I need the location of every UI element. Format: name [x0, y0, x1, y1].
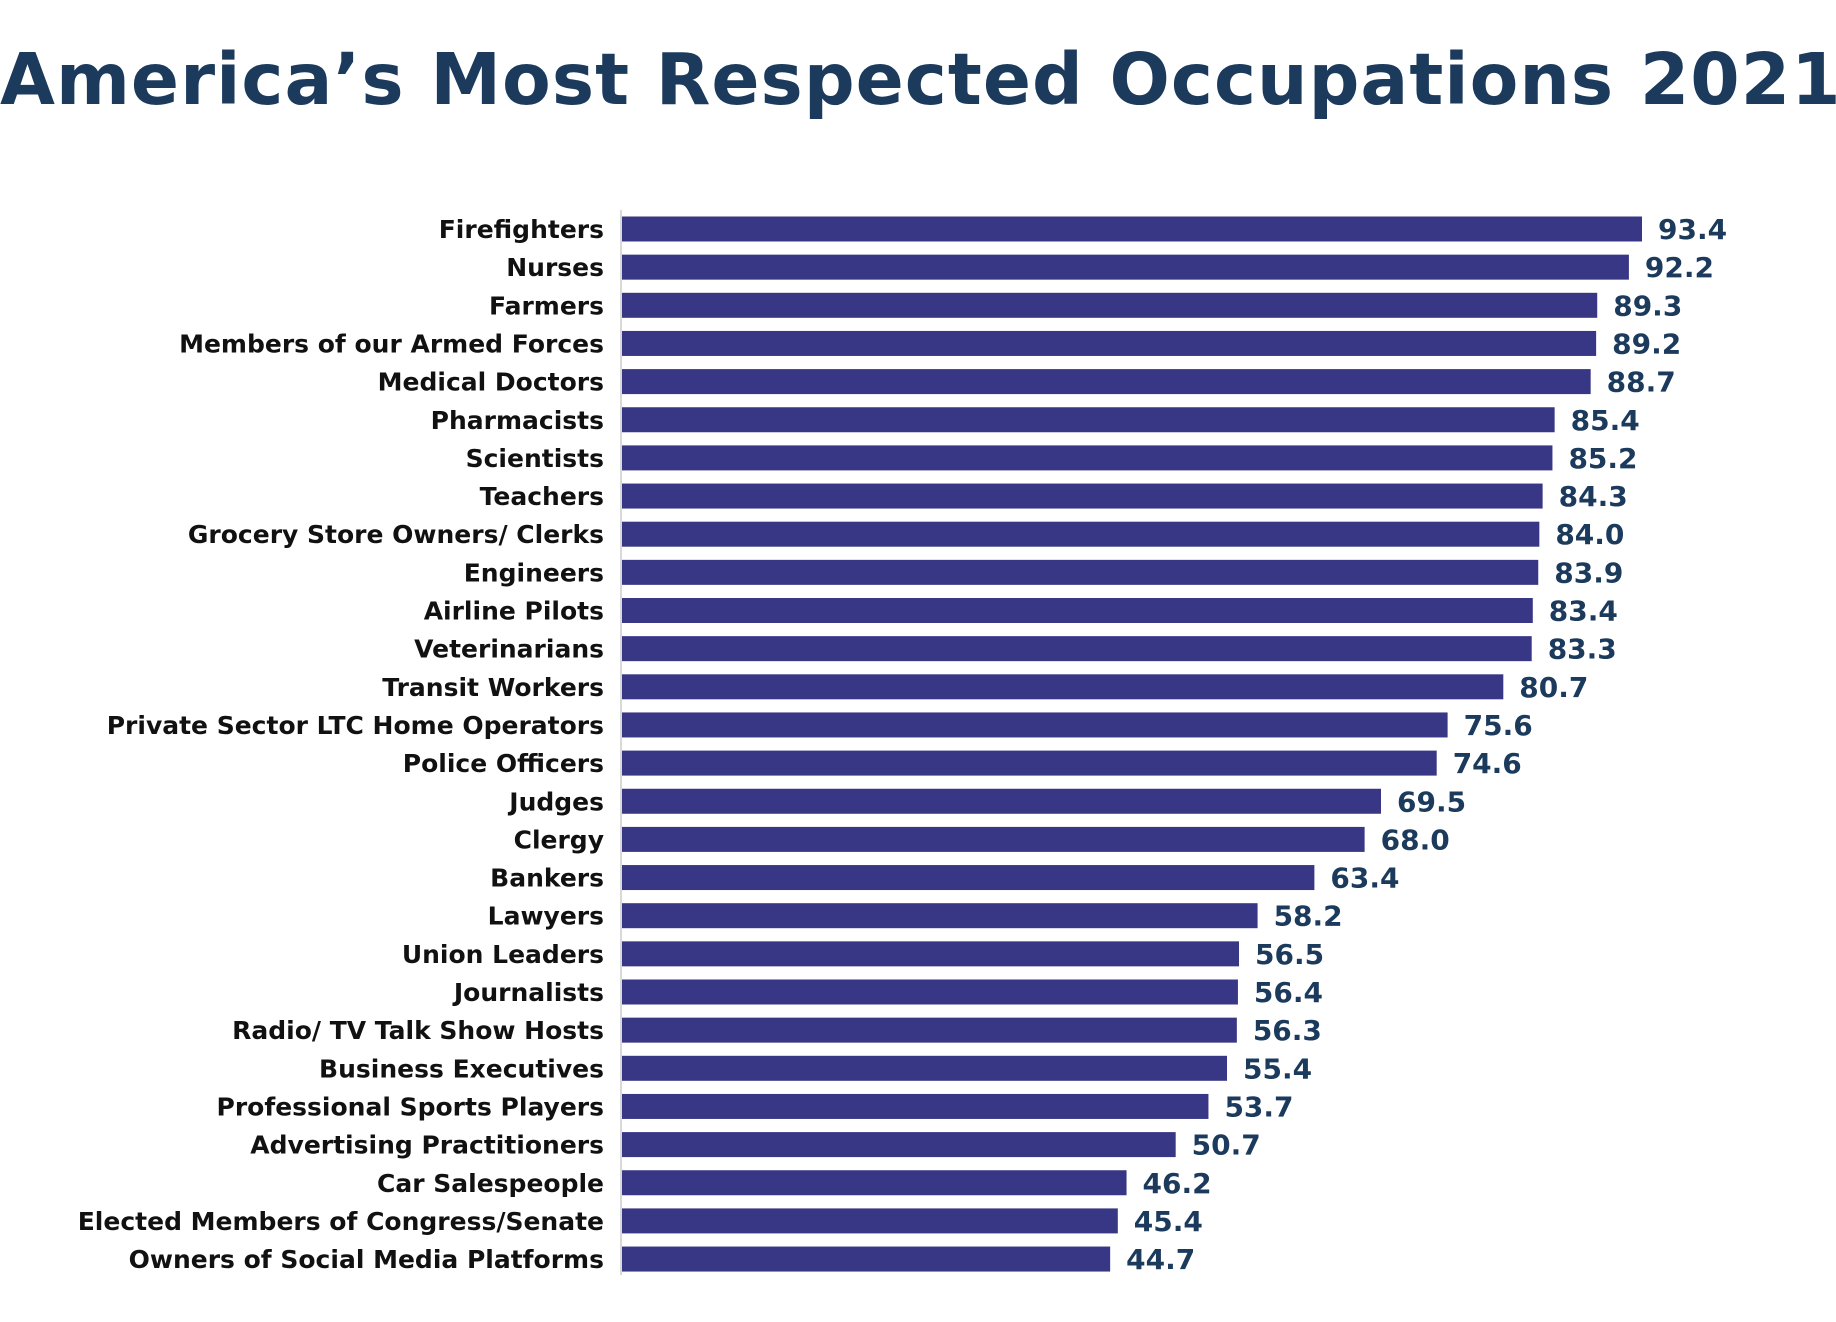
value-label: 93.4 — [1658, 213, 1727, 246]
category-label: Professional Sports Players — [217, 1092, 605, 1121]
category-label: Business Executives — [319, 1054, 604, 1083]
bar-4 — [622, 369, 1591, 395]
category-label: Bankers — [490, 864, 604, 893]
value-label: 56.4 — [1254, 976, 1323, 1009]
value-label: 63.4 — [1330, 862, 1399, 895]
value-label: 50.7 — [1192, 1129, 1261, 1162]
category-label: Engineers — [464, 558, 604, 587]
category-label: Owners of Social Media Platforms — [129, 1245, 604, 1274]
bar-7 — [622, 483, 1543, 509]
bar-20 — [622, 979, 1238, 1005]
category-label: Radio/ TV Talk Show Hosts — [232, 1016, 604, 1045]
value-label: 88.7 — [1607, 366, 1676, 399]
value-label: 83.3 — [1548, 633, 1617, 666]
value-label: 89.2 — [1612, 327, 1681, 360]
category-label: Pharmacists — [431, 406, 604, 435]
bar-16 — [622, 826, 1365, 852]
value-label: 68.0 — [1381, 823, 1450, 856]
value-label: 69.5 — [1397, 785, 1466, 818]
category-label: Elected Members of Congress/Senate — [78, 1207, 604, 1236]
value-label: 75.6 — [1464, 709, 1533, 742]
value-label: 46.2 — [1143, 1167, 1212, 1200]
value-label: 74.6 — [1453, 747, 1522, 780]
bar-3 — [622, 330, 1597, 356]
bar-22 — [622, 1055, 1228, 1081]
bar-23 — [622, 1093, 1209, 1119]
category-label: Car Salespeople — [377, 1169, 604, 1198]
value-label: 83.4 — [1549, 595, 1618, 628]
bar-9 — [622, 559, 1539, 585]
bar-6 — [622, 445, 1553, 471]
bar-1 — [622, 254, 1629, 280]
bar-17 — [622, 865, 1315, 891]
category-label: Airline Pilots — [424, 597, 604, 626]
bar-11 — [622, 636, 1532, 662]
bar-25 — [622, 1170, 1127, 1196]
bar-8 — [622, 521, 1540, 547]
bar-19 — [622, 941, 1240, 967]
value-label: 56.5 — [1255, 938, 1324, 971]
value-label: 89.3 — [1613, 289, 1682, 322]
category-label: Transit Workers — [382, 673, 604, 702]
value-label: 85.4 — [1571, 404, 1640, 437]
bar-2 — [622, 292, 1598, 318]
category-label: Members of our Armed Forces — [179, 329, 604, 358]
value-label: 85.2 — [1568, 442, 1637, 475]
value-labels: 93.4 92.2 89.3 89.2 88.7 85.4 85.2 84.3 84.0 83.9… — [1126, 213, 1727, 1276]
category-label: Journalists — [452, 978, 604, 1007]
value-label: 53.7 — [1224, 1090, 1293, 1123]
value-label: 83.9 — [1554, 556, 1623, 589]
category-label: Scientists — [466, 444, 604, 473]
category-label: Judges — [507, 787, 604, 816]
bars-layer — [622, 216, 1642, 1272]
category-label: Nurses — [506, 253, 604, 282]
category-label: Farmers — [489, 291, 604, 320]
value-label: 45.4 — [1134, 1205, 1203, 1238]
bar-0 — [622, 216, 1642, 242]
value-label: 55.4 — [1243, 1052, 1312, 1085]
value-label: 80.7 — [1519, 671, 1588, 704]
category-label: Union Leaders — [402, 940, 604, 969]
category-label: Police Officers — [403, 749, 604, 778]
category-label: Veterinarians — [414, 635, 604, 664]
category-label: Teachers — [480, 482, 604, 511]
category-label: Medical Doctors — [378, 368, 604, 397]
bar-13 — [622, 712, 1448, 738]
value-label: 84.3 — [1559, 480, 1628, 513]
bar-18 — [622, 903, 1258, 929]
category-label: Clergy — [514, 825, 604, 854]
bar-10 — [622, 598, 1533, 623]
category-label: Lawyers — [488, 902, 604, 931]
bar-12 — [622, 674, 1504, 700]
value-label: 58.2 — [1274, 900, 1343, 933]
category-labels: Firefighters Nurses Farmers Members of our … — [78, 215, 604, 1274]
value-label: 56.3 — [1253, 1014, 1322, 1047]
category-label: Firefighters — [439, 215, 604, 244]
value-label: 44.7 — [1126, 1243, 1195, 1276]
bar-21 — [622, 1017, 1237, 1043]
bar-27 — [622, 1246, 1111, 1272]
category-label: Grocery Store Owners/ Clerks — [188, 520, 604, 549]
bar-26 — [622, 1208, 1118, 1234]
bar-15 — [622, 788, 1381, 814]
category-label: Advertising Practitioners — [250, 1131, 604, 1160]
bar-24 — [622, 1132, 1176, 1158]
bar-5 — [622, 407, 1555, 433]
value-label: 92.2 — [1645, 251, 1714, 284]
value-label: 84.0 — [1555, 518, 1624, 551]
category-label: Private Sector LTC Home Operators — [107, 711, 604, 740]
bar-14 — [622, 750, 1437, 776]
chart-title: America’s Most Respected Occupations 202… — [0, 38, 1836, 121]
